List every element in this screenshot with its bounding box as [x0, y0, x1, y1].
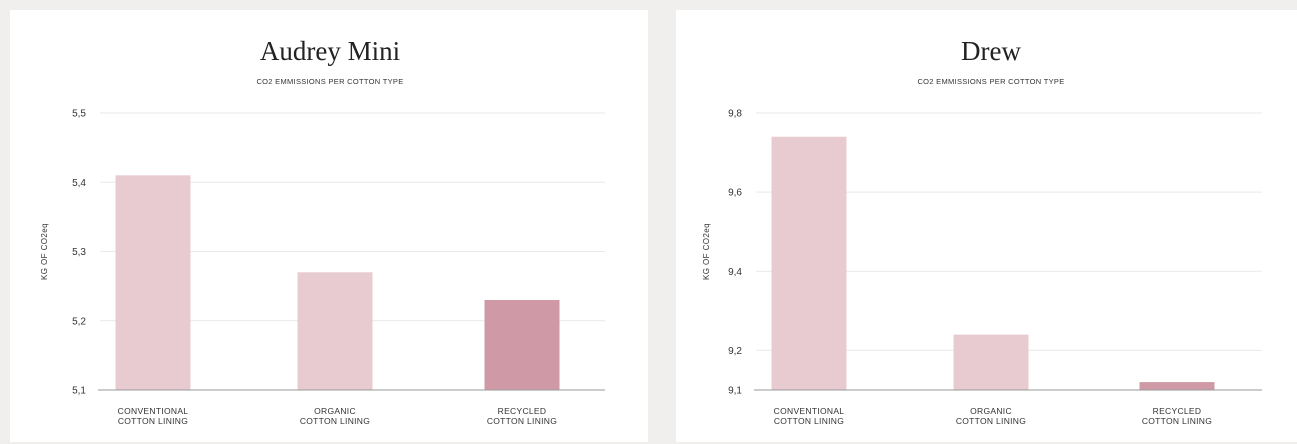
y-tick-label: 9,6: [728, 188, 742, 199]
y-tick-label: 5,5: [72, 109, 86, 120]
x-tick-label: RECYCLED COTTON LINING: [487, 406, 557, 426]
y-tick-label: 9,8: [728, 109, 742, 120]
x-tick-label-line: COTTON LINING: [956, 416, 1026, 426]
x-tick-label: ORGANIC COTTON LINING: [300, 406, 370, 426]
chart-panel-audrey-mini: Audrey Mini CO2 EMMISSIONS PER COTTON TYP…: [10, 10, 648, 442]
y-axis-label: KG OF CO2eq: [702, 223, 711, 280]
chart-drew: Drew CO2 EMMISSIONS PER COTTON TYPE 9,1 9,2…: [702, 36, 1262, 426]
y-tick-label: 5,1: [72, 386, 86, 397]
chart-title: Audrey Mini: [260, 36, 400, 66]
bar: [953, 334, 1029, 390]
x-tick-label-line: COTTON LINING: [300, 416, 370, 426]
x-tick-label-line: COTTON LINING: [487, 416, 557, 426]
chart-subtitle: CO2 EMMISSIONS PER COTTON TYPE: [256, 77, 403, 86]
chart-title: Drew: [961, 36, 1021, 66]
x-tick-label: CONVENTIONAL COTTON LINING: [774, 406, 845, 426]
y-tick-label: 9,4: [728, 267, 742, 278]
bar: [297, 272, 373, 390]
bar: [115, 175, 191, 390]
chart-panel-drew: Drew CO2 EMMISSIONS PER COTTON TYPE 9,1 9,2…: [676, 10, 1297, 442]
y-tick-label: 5,3: [72, 247, 86, 258]
y-axis-label: KG OF CO2eq: [40, 223, 49, 280]
y-tick-label: 5,2: [72, 316, 86, 327]
chart-subtitle: CO2 EMMISSIONS PER COTTON TYPE: [917, 77, 1064, 86]
x-tick-label-line: CONVENTIONAL: [118, 406, 189, 416]
y-tick-label: 9,2: [728, 346, 742, 357]
x-tick-label-line: ORGANIC: [314, 406, 356, 416]
y-tick-label: 9,1: [728, 386, 742, 397]
bar: [771, 136, 847, 390]
bar: [484, 299, 560, 390]
chart-audrey-mini: Audrey Mini CO2 EMMISSIONS PER COTTON TYP…: [40, 36, 605, 426]
x-tick-label-line: COTTON LINING: [1142, 416, 1212, 426]
x-tick-label-line: RECYCLED: [1153, 406, 1202, 416]
x-tick-label-line: COTTON LINING: [774, 416, 844, 426]
x-tick-label: CONVENTIONAL COTTON LINING: [118, 406, 189, 426]
bar: [1139, 382, 1215, 390]
y-tick-label: 5,4: [72, 178, 86, 189]
x-tick-label-line: CONVENTIONAL: [774, 406, 845, 416]
x-tick-label-line: ORGANIC: [970, 406, 1012, 416]
x-tick-label: RECYCLED COTTON LINING: [1142, 406, 1212, 426]
x-tick-label-line: RECYCLED: [498, 406, 547, 416]
x-tick-label: ORGANIC COTTON LINING: [956, 406, 1026, 426]
x-tick-label-line: COTTON LINING: [118, 416, 188, 426]
